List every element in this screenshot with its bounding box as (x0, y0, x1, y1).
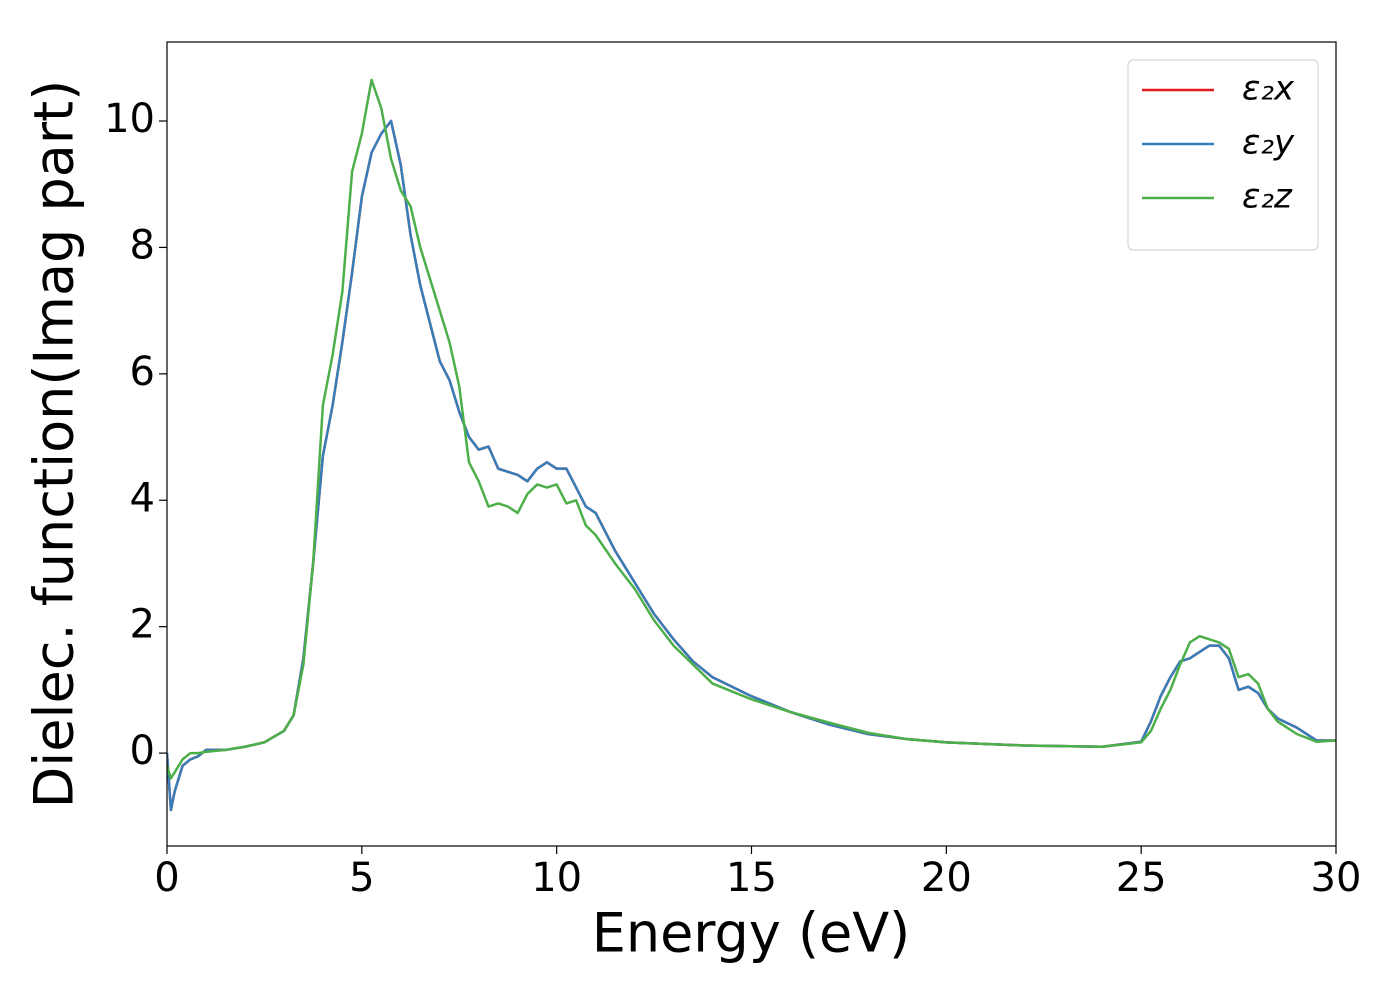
x-tick-label: 20 (921, 855, 972, 901)
legend-label: ε₂z (1242, 177, 1293, 217)
x-tick-label: 25 (1116, 855, 1167, 901)
y-tick-label: 2 (130, 602, 155, 648)
series-line (167, 78, 1336, 780)
x-tick-label: 10 (531, 855, 582, 901)
plot-frame (166, 41, 1337, 847)
y-tick-label: 10 (104, 96, 155, 142)
x-axis-label: Energy (eV) (592, 902, 911, 965)
x-tick-label: 0 (154, 855, 179, 901)
y-axis-label: Dielec. function(Imag part) (23, 80, 86, 809)
legend-label: ε₂x (1242, 69, 1295, 109)
x-tick-label: 15 (726, 855, 777, 901)
legend-box (1127, 59, 1319, 251)
y-tick-label: 6 (130, 349, 155, 395)
y-tick-label: 0 (130, 728, 155, 774)
y-tick-label: 4 (130, 475, 155, 521)
y-tick-label: 8 (130, 222, 155, 268)
legend-label: ε₂y (1242, 123, 1295, 163)
x-tick-label: 30 (1311, 855, 1362, 901)
x-tick-label: 5 (349, 855, 374, 901)
